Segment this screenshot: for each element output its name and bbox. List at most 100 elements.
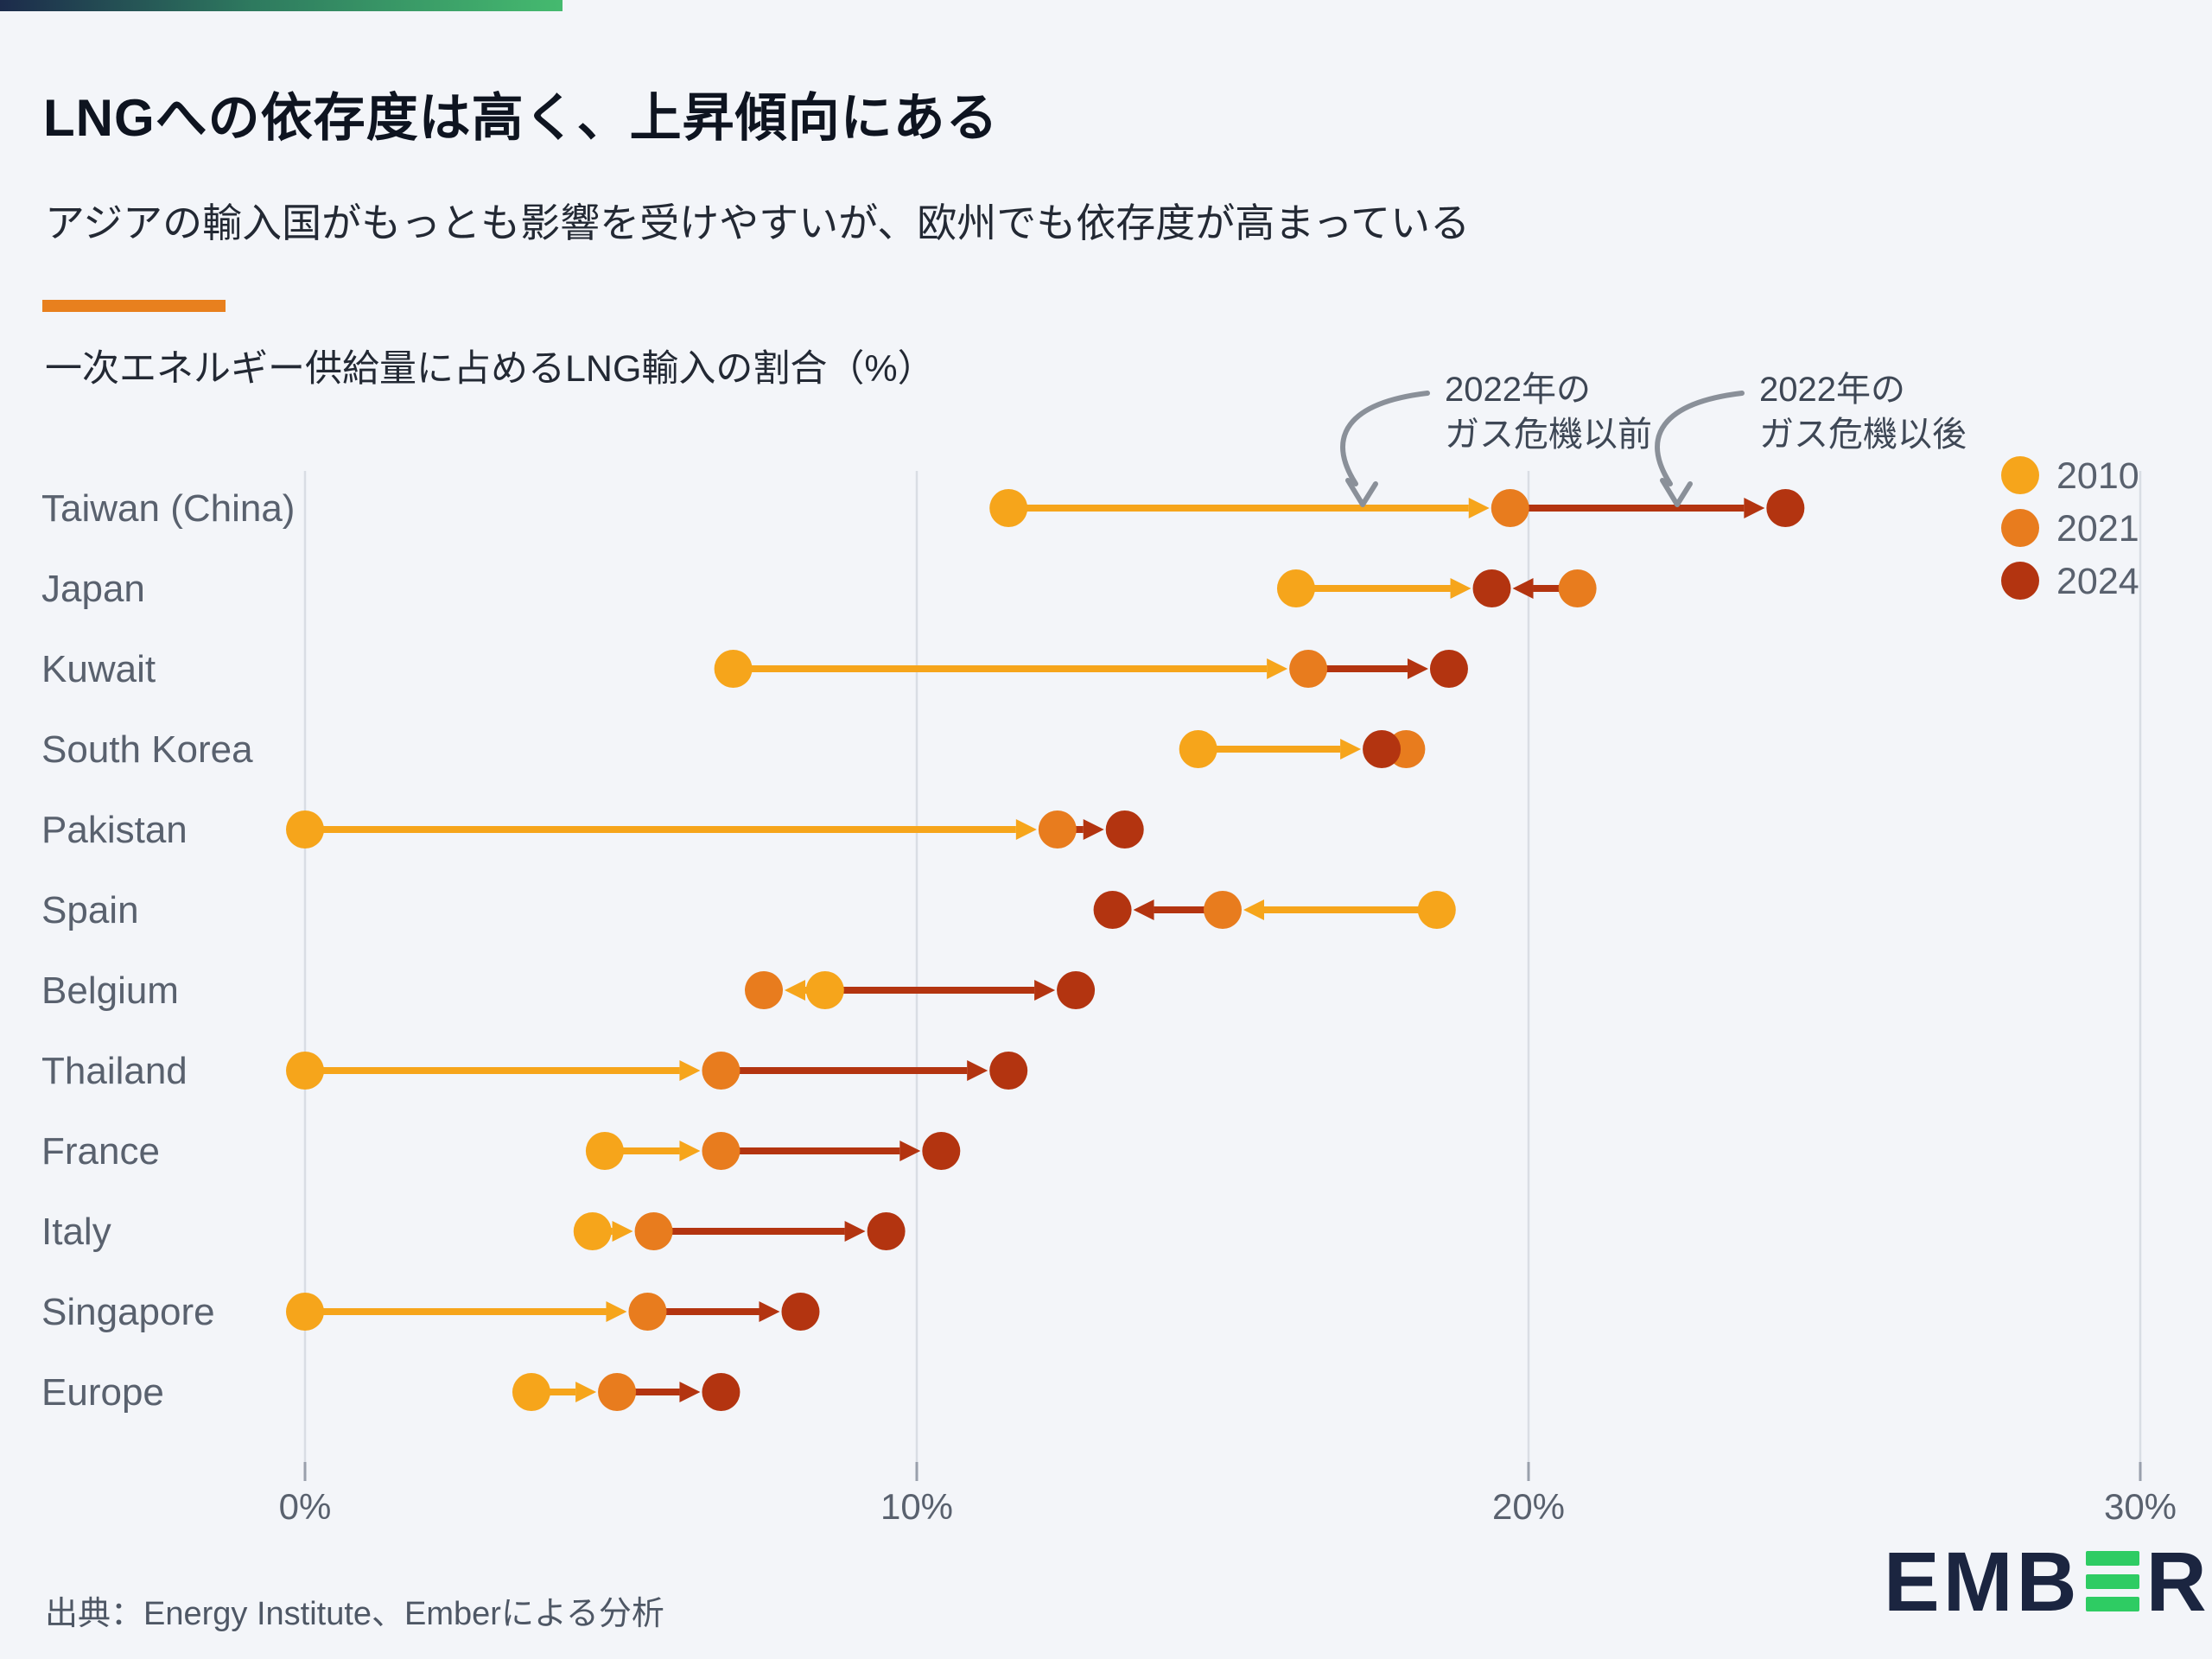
change-arrow-head bbox=[575, 1382, 597, 1402]
annotation-arrow-head bbox=[1660, 478, 1693, 507]
dot-2010-Pakistan bbox=[286, 810, 324, 849]
dot-2010-Taiwan (China) bbox=[989, 489, 1028, 527]
dot-2021-France bbox=[702, 1132, 741, 1170]
change-arrow-head bbox=[967, 1060, 988, 1081]
legend-dot-2024 bbox=[2001, 562, 2039, 600]
change-arrow-head bbox=[1407, 658, 1428, 679]
change-arrow-head bbox=[785, 980, 805, 1001]
category-label: France bbox=[41, 1130, 160, 1173]
top-accent-bar bbox=[0, 0, 563, 11]
chart-axis-title: 一次エネルギー供給量に占めるLNG輸入の割合（%） bbox=[45, 348, 935, 390]
dot-2024-Japan bbox=[1472, 569, 1511, 607]
accent-rule bbox=[42, 300, 226, 312]
change-arrow-head bbox=[1243, 899, 1264, 920]
category-label: Europe bbox=[41, 1371, 164, 1414]
annotation-text: 2022年の bbox=[1759, 371, 1905, 409]
annotation-arrow-head bbox=[1345, 478, 1378, 507]
dot-2024-South Korea bbox=[1363, 730, 1402, 768]
dot-2021-Italy bbox=[634, 1212, 673, 1250]
change-arrow-head bbox=[1744, 498, 1765, 518]
change-arrow-head bbox=[1450, 578, 1471, 599]
change-arrow-head bbox=[612, 1221, 633, 1242]
dot-2010-Belgium bbox=[805, 971, 844, 1009]
category-label: Singapore bbox=[41, 1291, 215, 1333]
change-arrow-head bbox=[844, 1221, 866, 1242]
x-tick-label: 30% bbox=[2104, 1486, 2177, 1527]
change-arrow-head bbox=[679, 1060, 701, 1081]
dot-2024-Italy bbox=[867, 1212, 906, 1250]
category-label: Belgium bbox=[41, 969, 179, 1012]
annotation-curve-arrow bbox=[1340, 391, 1430, 486]
dot-2024-Kuwait bbox=[1429, 650, 1468, 688]
category-label: Thailand bbox=[41, 1050, 188, 1092]
ember-logo: EMB R bbox=[1884, 1540, 2210, 1624]
dot-2010-South Korea bbox=[1179, 730, 1217, 768]
change-arrow-head bbox=[1468, 498, 1490, 518]
dot-2024-Belgium bbox=[1057, 971, 1096, 1009]
annotation-text: 2022年の bbox=[1445, 371, 1591, 409]
change-arrow-head bbox=[759, 1301, 780, 1322]
category-label: Taiwan (China) bbox=[41, 487, 295, 530]
dot-2024-Pakistan bbox=[1105, 810, 1144, 849]
logo-green-bar bbox=[2085, 1597, 2139, 1611]
dot-2021-Pakistan bbox=[1038, 810, 1077, 849]
logo-green-bar bbox=[2085, 1573, 2139, 1589]
change-arrow-head bbox=[1133, 899, 1154, 920]
category-label: Kuwait bbox=[41, 648, 156, 690]
x-tick-label: 20% bbox=[1492, 1486, 1565, 1527]
dot-2021-Thailand bbox=[702, 1052, 741, 1090]
page-title: LNGへの依存度は高く、上昇傾向にある bbox=[43, 89, 999, 147]
dot-2021-Taiwan (China) bbox=[1491, 489, 1529, 527]
dot-2024-Europe bbox=[702, 1373, 741, 1411]
page-subtitle: アジアの輸入国がもっとも影響を受けやすいが、欧州でも依存度が高まっている bbox=[45, 200, 1471, 245]
logo-text-r: R bbox=[2145, 1534, 2210, 1629]
x-tick-label: 0% bbox=[279, 1486, 332, 1527]
change-arrow-head bbox=[1015, 819, 1037, 840]
dot-2021-Spain bbox=[1204, 891, 1242, 929]
change-arrow-head bbox=[899, 1141, 921, 1161]
dot-2021-Kuwait bbox=[1289, 650, 1328, 688]
change-arrow-head bbox=[606, 1301, 627, 1322]
logo-green-bar bbox=[2085, 1551, 2139, 1566]
change-arrow-head bbox=[679, 1141, 701, 1161]
dot-2010-Thailand bbox=[286, 1052, 324, 1090]
change-arrow-head bbox=[1267, 658, 1288, 679]
dot-2010-Europe bbox=[512, 1373, 550, 1411]
logo-text-emb: EMB bbox=[1884, 1534, 2081, 1629]
dot-2010-Singapore bbox=[286, 1293, 324, 1331]
logo-green-e-icon bbox=[2085, 1551, 2139, 1611]
dot-2010-Spain bbox=[1417, 891, 1456, 929]
annotation-curve-arrow bbox=[1655, 391, 1745, 486]
dot-2024-Taiwan (China) bbox=[1766, 489, 1805, 527]
source-note: 出典：Energy Institute、Emberによる分析 bbox=[45, 1596, 664, 1632]
change-arrow-head bbox=[1034, 980, 1056, 1001]
annotation-text: ガス危機以後 bbox=[1759, 416, 1967, 454]
dot-2010-France bbox=[585, 1132, 624, 1170]
legend-dot-2021 bbox=[2001, 509, 2039, 547]
dot-2024-France bbox=[922, 1132, 961, 1170]
x-tick-label: 10% bbox=[880, 1486, 953, 1527]
change-arrow-head bbox=[679, 1382, 701, 1402]
legend-dot-2010 bbox=[2001, 456, 2039, 494]
annotation-text: ガス危機以前 bbox=[1445, 416, 1652, 454]
change-arrow-head bbox=[1340, 739, 1362, 760]
dot-2024-Singapore bbox=[781, 1293, 820, 1331]
change-arrow-head bbox=[1512, 578, 1534, 599]
category-label: South Korea bbox=[41, 728, 253, 771]
dot-2010-Kuwait bbox=[714, 650, 753, 688]
dot-2024-Thailand bbox=[989, 1052, 1028, 1090]
legend-label: 2010 bbox=[2056, 455, 2139, 497]
dot-2010-Japan bbox=[1276, 569, 1315, 607]
change-arrow-head bbox=[1083, 819, 1104, 840]
dot-2010-Italy bbox=[573, 1212, 612, 1250]
category-label: Italy bbox=[41, 1211, 111, 1253]
legend-label: 2021 bbox=[2056, 508, 2139, 550]
dot-2021-Belgium bbox=[745, 971, 783, 1009]
dot-2021-Japan bbox=[1558, 569, 1597, 607]
category-label: Pakistan bbox=[41, 809, 188, 851]
dot-2021-Singapore bbox=[628, 1293, 667, 1331]
legend-label: 2024 bbox=[2056, 561, 2139, 602]
category-label: Spain bbox=[41, 889, 139, 931]
